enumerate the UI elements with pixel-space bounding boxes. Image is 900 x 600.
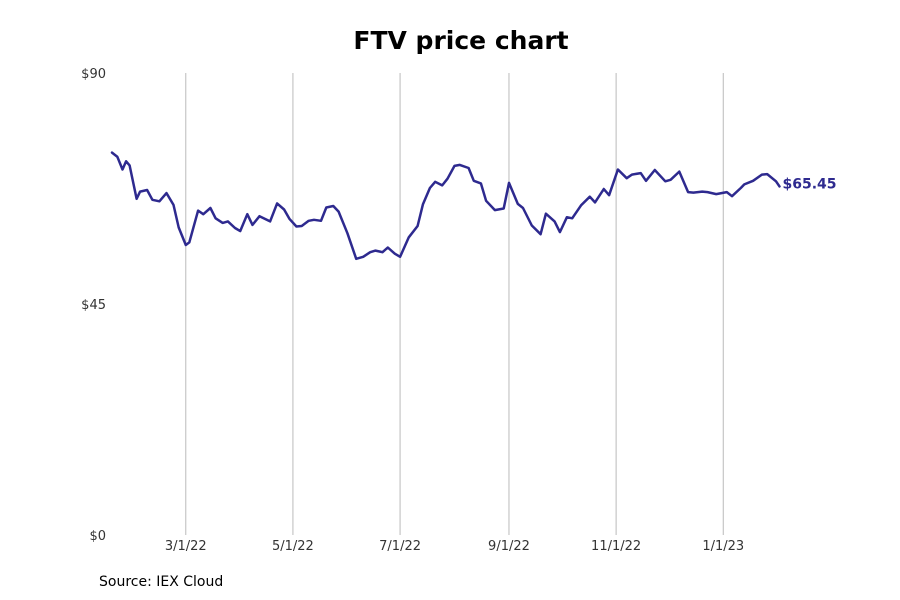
y-tick-label: $45 (81, 298, 106, 313)
x-tick-label: 11/1/22 (591, 539, 641, 554)
x-tick-label: 1/1/23 (702, 539, 744, 554)
price-line (110, 151, 781, 261)
x-tick-label: 3/1/22 (165, 539, 207, 554)
x-tick-label: 7/1/22 (379, 539, 421, 554)
chart-title: FTV price chart (353, 26, 569, 55)
price-chart: $0 $45 $90 3/1/22 5/1/22 7/1/22 9/1/22 11/1/22… (81, 67, 836, 554)
source-note: Source: IEX Cloud (99, 574, 224, 590)
y-axis-ticks: $0 $45 $90 (81, 67, 106, 544)
x-tick-label: 9/1/22 (488, 539, 530, 554)
label-layer: $65.45 (782, 176, 836, 192)
gridlines (185, 73, 724, 535)
series-layer (110, 151, 781, 261)
y-tick-label: $90 (81, 67, 106, 82)
x-axis-ticks: 3/1/22 5/1/22 7/1/22 9/1/22 11/1/22 1/1/23 (165, 539, 744, 554)
x-tick-label: 5/1/22 (272, 539, 314, 554)
last-value-label: $65.45 (782, 176, 836, 192)
y-tick-label: $0 (89, 529, 106, 544)
